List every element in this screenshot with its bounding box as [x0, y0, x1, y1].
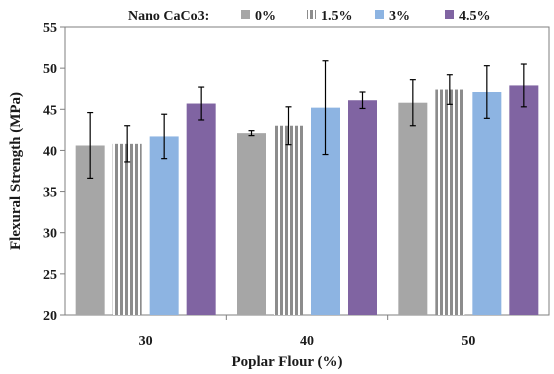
bar: [435, 89, 465, 315]
y-tick-label: 45: [43, 103, 57, 118]
x-tick-label: 30: [139, 334, 153, 349]
bar: [509, 85, 539, 316]
legend-label: 1.5%: [321, 9, 353, 24]
legend-label: 0%: [255, 9, 276, 24]
y-tick-label: 40: [43, 144, 57, 159]
bar: [274, 125, 303, 315]
y-tick-label: 25: [43, 268, 57, 283]
y-tick-label: 20: [43, 309, 57, 324]
bar: [472, 92, 502, 316]
bar: [186, 103, 216, 315]
legend-swatch: [307, 10, 316, 19]
legend-swatch: [241, 10, 250, 19]
y-axis-title: Flexural Strength (MPa): [8, 92, 24, 250]
bar: [348, 100, 377, 315]
legend-label: 3%: [389, 9, 410, 24]
legend-title: Nano CaCo3:: [128, 9, 209, 24]
legend-swatch: [375, 10, 384, 19]
y-tick-label: 50: [43, 62, 57, 77]
y-tick-label: 35: [43, 186, 57, 201]
x-axis-title: Poplar Flour (%): [231, 354, 342, 370]
bar: [112, 143, 142, 315]
x-tick-label: 50: [461, 334, 475, 349]
bar: [237, 133, 266, 315]
legend-label: 4.5%: [459, 9, 491, 24]
y-tick-label: 30: [43, 227, 57, 242]
plot-frame: [64, 26, 550, 316]
y-tick-label: 55: [43, 21, 57, 36]
x-tick-label: 40: [300, 334, 314, 349]
plot-area: 20 25 30 35 40 45 50 55 30 40 50: [43, 21, 550, 349]
legend: Nano CaCo3: 0% 1.5% 3% 4.5%: [128, 9, 491, 24]
legend-swatch: [445, 10, 454, 19]
bar: [149, 136, 179, 315]
bar: [398, 102, 428, 316]
